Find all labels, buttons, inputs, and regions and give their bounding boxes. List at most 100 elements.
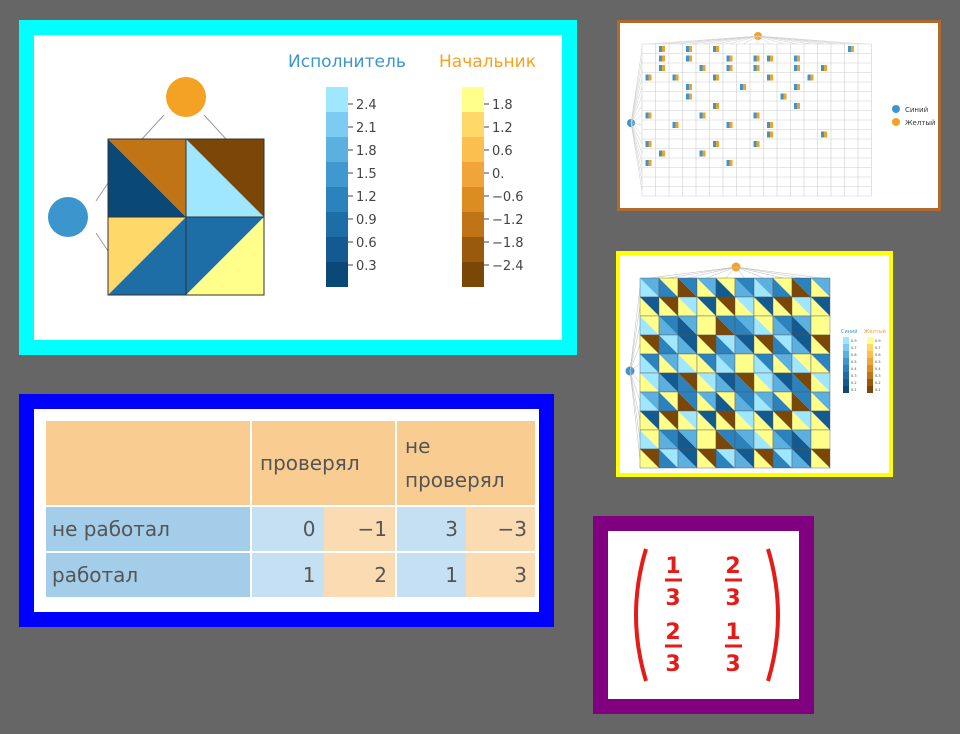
matrix-svg: 1 3 2 3 2 3 1 3 (634, 548, 780, 682)
right-paren (766, 548, 780, 682)
legend-yellow-dot (892, 118, 900, 126)
dense-cell-upper (659, 335, 678, 354)
colorbar-segment (462, 187, 484, 212)
dense-tick-label: 0.6 (875, 353, 881, 357)
strategy-mark-blue (713, 74, 716, 81)
tree-edge (757, 35, 811, 45)
tree-edge (735, 266, 764, 279)
colorbar-segment (326, 187, 348, 212)
tree-edge (735, 266, 802, 279)
strategy-mark-blue (807, 74, 811, 81)
dense-cell-upper (659, 449, 678, 468)
dense-cell-upper (678, 297, 697, 316)
strategy-mark-yellow (851, 46, 854, 52)
dense-cell-upper (716, 297, 735, 316)
colorbar-segment (326, 137, 348, 162)
tree-edge (735, 266, 745, 279)
strategy-mark-blue (645, 74, 649, 81)
strategy-mark-blue (713, 46, 716, 52)
dense-cell-upper (659, 354, 678, 373)
dense-colorbar-segment (867, 386, 873, 393)
dense-cell-upper (716, 411, 735, 430)
strategy-mark-blue (699, 112, 703, 119)
dense-cell-upper (697, 373, 716, 392)
dense-cell-upper (678, 411, 697, 430)
matrix-numerator: 1 (665, 554, 680, 579)
tree-edge (630, 48, 643, 124)
dense-cell-upper (640, 449, 659, 468)
dense-cell-upper (735, 316, 754, 335)
dense-cell-upper (754, 278, 773, 297)
dense-cell-upper (735, 373, 754, 392)
tree-edge (630, 122, 643, 154)
boss-tick-labels: 1.8 1.2 0.6 0. −0.6 −1.2 −1.8 −2.4 (484, 98, 524, 274)
tree-edge (630, 122, 643, 135)
tree-edge (630, 122, 643, 192)
strategy-mark-yellow (702, 112, 706, 119)
dense-tick-label: 0.1 (875, 388, 881, 392)
legend-boss-title: Начальник (439, 52, 536, 72)
strategy-mark-blue (726, 65, 730, 71)
dense-colorbar-segment (867, 344, 873, 351)
strategy-mark-yellow (810, 74, 814, 81)
strategy-mark-yellow (648, 112, 652, 119)
payoff-square (107, 138, 265, 296)
sparse-marks (645, 46, 854, 166)
dense-cell-upper (678, 373, 697, 392)
left-paren (634, 548, 648, 682)
dense-cell-upper (773, 430, 792, 449)
strategy-mark-blue (726, 55, 730, 62)
dense-tick-label: 0.6 (851, 353, 857, 357)
strategy-mark-yellow (729, 65, 733, 71)
tree-edge (629, 370, 641, 459)
strategy-mark-yellow (756, 141, 760, 147)
cell-tr-boss (186, 139, 264, 217)
tree-edge (629, 344, 641, 372)
strategy-mark-blue (686, 84, 689, 90)
dense-cell-upper (640, 297, 659, 316)
strategy-mark-yellow (797, 55, 800, 62)
strategy-mark-yellow (689, 84, 692, 90)
colorbar-tick-label: 1.8 (492, 98, 513, 113)
payoff-pair-cell: 1 3 (397, 553, 535, 597)
dense-tick-label: 0.5 (875, 360, 881, 364)
dense-tick-label: 0.4 (851, 367, 857, 371)
strategy-mark-yellow (783, 93, 787, 100)
tree-edge (716, 35, 759, 45)
dense-cell-upper (792, 316, 811, 335)
tree-edge (702, 35, 759, 45)
dense-cell-upper (811, 316, 830, 335)
dense-colorbars: 0.9 0.7 0.6 0.5 0.4 0.3 0.2 0.1 0.9 0.7 0.6 0.5 0.4 0… (843, 337, 881, 393)
dense-cell-upper (754, 354, 773, 373)
colorbar-segment (326, 212, 348, 237)
payoff-pair-cell: 1 2 (252, 553, 395, 597)
dense-cell-upper (754, 449, 773, 468)
col-header-not-checked: не проверял (397, 421, 535, 505)
dense-cell-upper (792, 449, 811, 468)
dense-cell-upper (697, 335, 716, 354)
dense-cell-upper (773, 373, 792, 392)
header-row: проверял не проверял (46, 421, 535, 505)
dense-cell-upper (792, 335, 811, 354)
colorbar-segment (462, 87, 484, 112)
dense-tick-label: 0.7 (851, 346, 857, 350)
colorbar-segment (462, 262, 484, 287)
dense-cell-upper (716, 316, 735, 335)
dense-cell-upper (659, 297, 678, 316)
strategy-mark-yellow (729, 160, 733, 166)
dense-cell-upper (716, 373, 735, 392)
sparse-grid (641, 43, 872, 197)
dense-legend-right-title: Желтый (864, 328, 886, 335)
dense-tree-edges (629, 266, 821, 459)
strategy-mark-yellow (648, 160, 652, 166)
dense-cell-upper (792, 297, 811, 316)
col-header-checked: проверял (252, 421, 395, 505)
tree-edge (630, 122, 643, 144)
strategy-mark-yellow (756, 65, 760, 71)
tree-edge (629, 370, 641, 402)
dense-grid-panel: Синий Желтый 0.9 0.7 0.6 0.5 0.4 0.3 0.2 0.1 0.9… (616, 251, 893, 477)
main-game-svg: Исполнитель Начальник 2.4 2.1 1.8 1.5 1.2 0.9… (48, 52, 536, 296)
legend-blue-dot (892, 105, 900, 113)
tree-edge (95, 232, 109, 252)
dense-cell-upper (754, 411, 773, 430)
